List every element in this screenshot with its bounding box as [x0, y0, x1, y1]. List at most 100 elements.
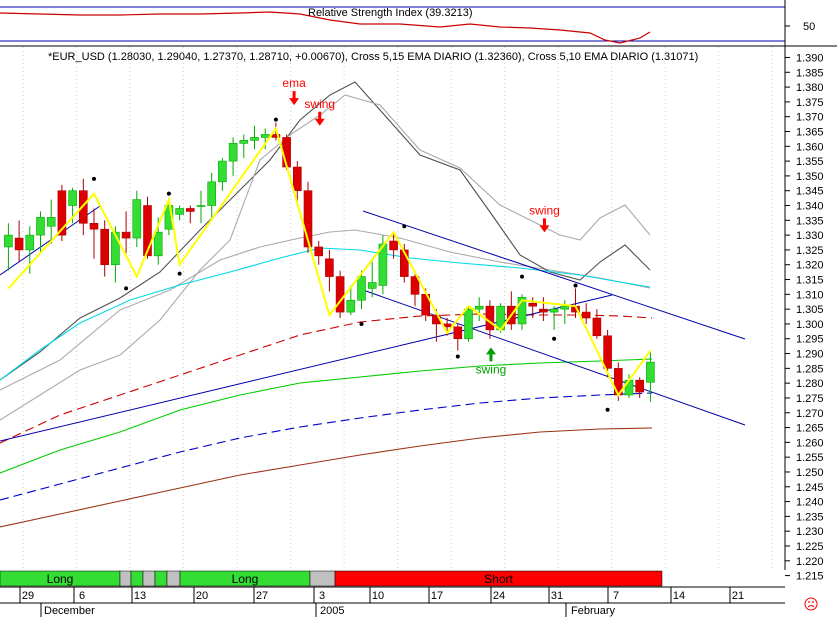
price-tick-label: 1.265 [796, 423, 824, 435]
moving-average-blue-dashed [0, 392, 653, 501]
candle-body [314, 246, 324, 257]
candle-body [560, 305, 570, 310]
sad-face-icon[interactable] [804, 597, 818, 611]
trend-bar: Long Long Short [0, 570, 663, 587]
price-tick-label: 1.215 [796, 571, 824, 583]
price-axis: 1.390 1.385 1.380 1.375 1.370 1.365 1.360 1.355… [785, 52, 824, 583]
month-label: 2005 [320, 605, 344, 617]
month-label: December [44, 605, 95, 617]
candle-body [121, 231, 131, 239]
candle-body [635, 379, 645, 393]
candle-body [357, 276, 366, 301]
candle-body [4, 234, 13, 248]
bollinger-outer-band [0, 229, 651, 391]
swing-point-marker [605, 407, 610, 412]
candle-body [271, 134, 281, 138]
date-tick-label: 24 [493, 590, 505, 602]
candle-body [325, 258, 334, 277]
candle-body [239, 140, 249, 144]
candles-layer [4, 117, 655, 412]
candle-body [46, 217, 56, 227]
arrow-down-icon [289, 91, 300, 106]
candle-body [132, 199, 142, 239]
annotation-label: swing [529, 203, 560, 217]
annotations-layer: ema swing swing swing [282, 76, 559, 376]
trend-bar-label: Long [47, 572, 74, 586]
price-tick-label: 1.235 [796, 511, 824, 523]
swing-point-marker [273, 117, 278, 122]
swing-point-marker [177, 271, 182, 276]
candle-body [303, 190, 313, 248]
price-tick-label: 1.315 [796, 275, 824, 287]
date-tick-label: 31 [551, 590, 563, 602]
trend-bar-segment [334, 570, 663, 587]
price-tick-label: 1.240 [796, 497, 824, 509]
candle-body [100, 228, 109, 266]
rsi-panel: Relative Strength Index (39.3213) 50 [0, 0, 815, 47]
price-tick-label: 1.340 [796, 201, 824, 213]
bollinger-upper-band [0, 94, 651, 421]
price-tick-label: 1.350 [796, 171, 824, 183]
candle-body [528, 302, 538, 307]
price-tick-label: 1.275 [796, 393, 824, 405]
bollinger-inner-band [0, 81, 651, 381]
price-tick-label: 1.330 [796, 230, 824, 242]
candle-body [539, 308, 548, 313]
price-tick-label: 1.245 [796, 482, 824, 494]
candle-body [228, 143, 238, 162]
price-tick-label: 1.250 [796, 467, 824, 479]
candle-body [175, 208, 184, 215]
price-tick-label: 1.325 [796, 245, 824, 257]
date-tick-label: 6 [79, 590, 85, 602]
channel-upper [362, 210, 746, 340]
ema-line [0, 247, 651, 381]
price-tick-label: 1.300 [796, 319, 824, 331]
trend-bar-label: Short [484, 572, 513, 586]
candle-body [581, 311, 591, 319]
arrow-down-icon [314, 111, 325, 126]
trend-bar-segment [130, 570, 144, 587]
candle-body [207, 181, 216, 206]
price-tick-label: 1.280 [796, 378, 824, 390]
annotation-label: swing [304, 97, 335, 111]
candle-body [517, 296, 527, 325]
price-tick-label: 1.255 [796, 452, 824, 464]
date-tick-label: 27 [256, 590, 268, 602]
trend-bar-segment [166, 570, 181, 587]
swing-point-marker [166, 191, 171, 196]
candle-body [250, 137, 259, 141]
price-tick-label: 1.220 [796, 556, 824, 568]
swing-point-marker [359, 321, 364, 326]
trend-bar-segment [142, 570, 156, 587]
price-tick-label: 1.385 [796, 67, 824, 79]
price-tick-label: 1.365 [796, 126, 824, 138]
swing-point-marker [455, 354, 460, 359]
price-tick-label: 1.345 [796, 186, 824, 198]
swing-point-marker [402, 224, 407, 229]
price-tick-label: 1.230 [796, 526, 824, 538]
trend-bar-segment [119, 570, 132, 587]
annotation-label: ema [282, 76, 306, 90]
date-axis: 29 6 13 20 27 3 10 17 24 31 7 14 21 December 2005 Febru… [0, 586, 785, 617]
moving-average-brown [0, 427, 653, 528]
chart-title: *EUR_USD (1.28030, 1.29040, 1.27370, 1.2… [48, 51, 698, 63]
candle-body [14, 237, 24, 251]
price-tick-label: 1.225 [796, 541, 824, 553]
price-tick-label: 1.305 [796, 304, 824, 316]
candle-body [346, 299, 356, 313]
date-tick-label: 20 [196, 590, 208, 602]
moving-average-green [0, 358, 653, 474]
date-tick-label: 13 [134, 590, 146, 602]
trend-bar-segment [309, 570, 336, 587]
swing-point-marker [520, 274, 524, 279]
price-tick-label: 1.380 [796, 82, 824, 94]
date-tick-label: 29 [22, 590, 34, 602]
candle-body [367, 282, 377, 289]
candle-body [592, 317, 602, 337]
date-tick-label: 10 [372, 590, 384, 602]
price-tick-label: 1.260 [796, 437, 824, 449]
candle-body [196, 205, 206, 207]
candle-body [474, 305, 484, 310]
candle-body [603, 335, 612, 369]
arrow-down-icon [539, 218, 550, 233]
